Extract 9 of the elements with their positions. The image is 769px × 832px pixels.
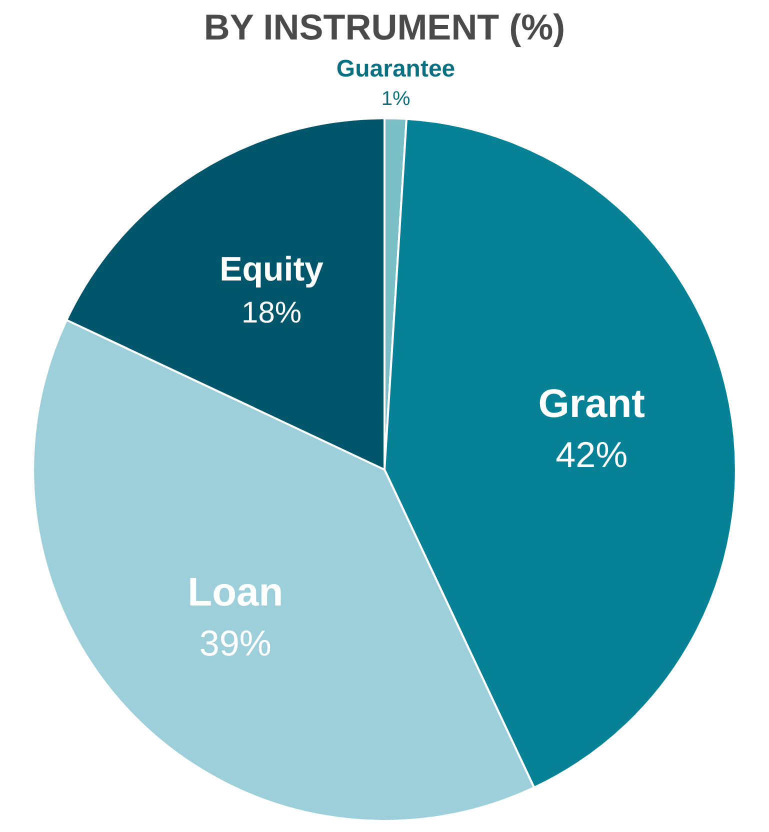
slice-label: Guarantee <box>336 56 456 83</box>
data-label: 39% <box>199 622 272 664</box>
chart-title: BY INSTRUMENT (%) <box>204 6 566 48</box>
slice-label: Grant <box>538 382 645 426</box>
data-label: 1% <box>381 88 410 110</box>
slice-label: Loan <box>188 570 284 615</box>
data-label: 18% <box>242 296 302 330</box>
data-label: 42% <box>556 434 628 476</box>
slice-label: Equity <box>220 250 324 289</box>
